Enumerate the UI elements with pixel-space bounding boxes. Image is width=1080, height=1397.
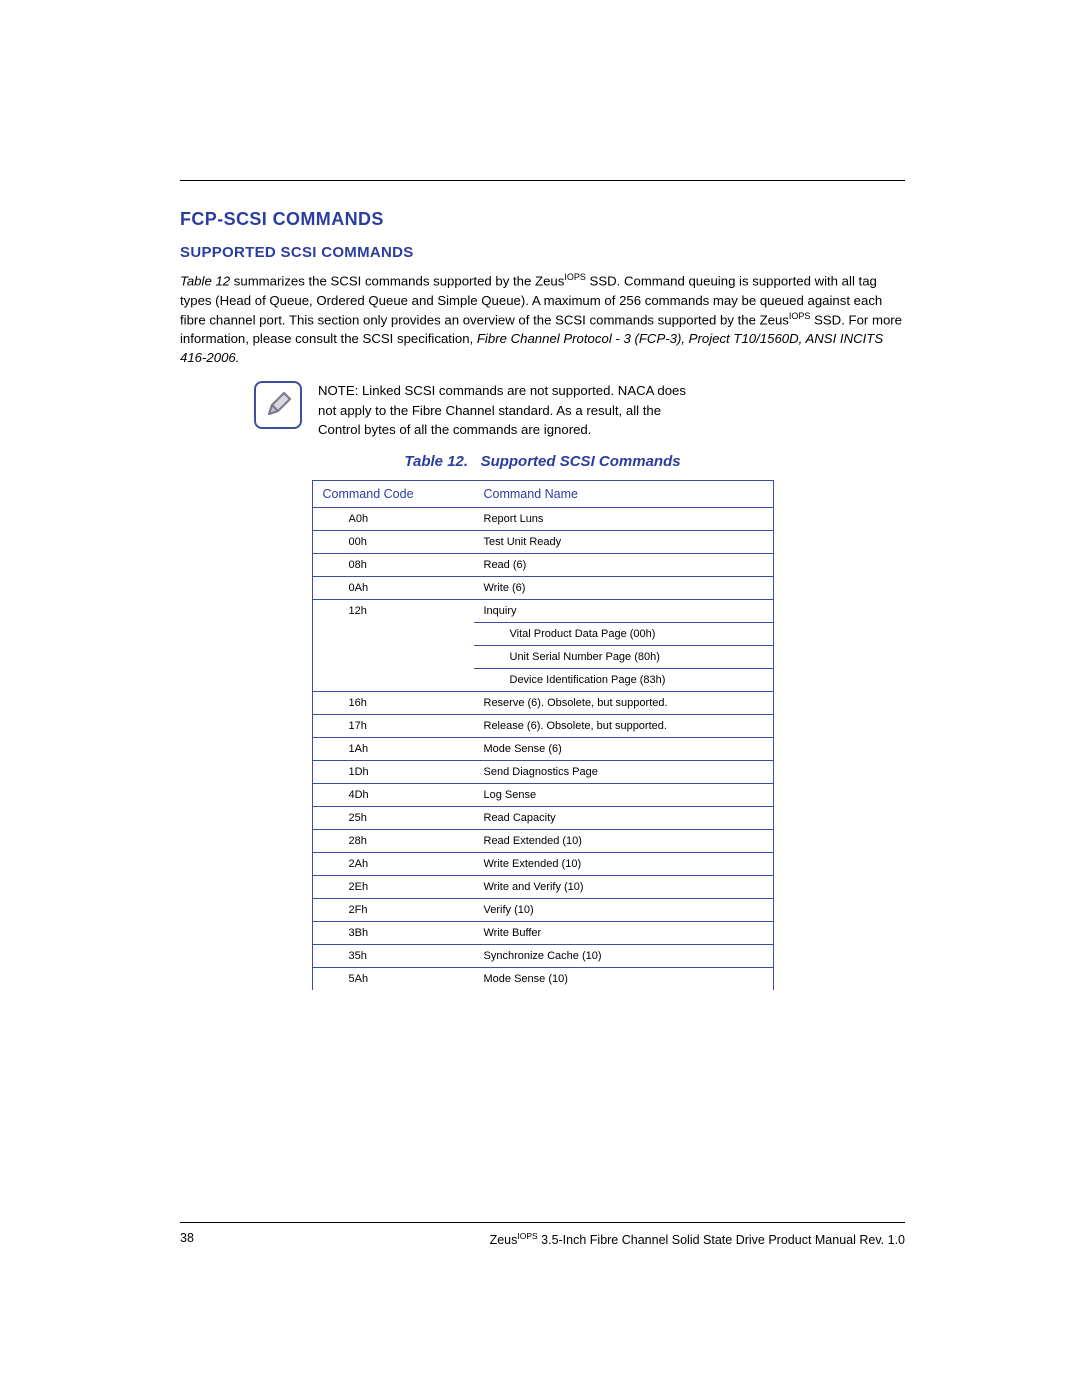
page-number: 38: [180, 1231, 194, 1247]
table-row: 08hRead (6): [312, 553, 773, 576]
cell-code: 35h: [312, 944, 474, 967]
h2-d: OMMANDS: [332, 244, 413, 261]
table-row: 17hRelease (6). Obsolete, but supported.: [312, 714, 773, 737]
table-subrow: Unit Serial Number Page (80h): [312, 645, 773, 668]
intro-b: summarizes the SCSI commands supported b…: [230, 273, 564, 288]
cell-code: 0Ah: [312, 576, 474, 599]
table-subrow: Device Identification Page (83h): [312, 668, 773, 691]
top-rule: [180, 180, 905, 181]
table-row: 2AhWrite Extended (10): [312, 852, 773, 875]
cell-name: Send Diagnostics Page: [474, 760, 774, 783]
cell-code: 2Eh: [312, 875, 474, 898]
h2-a: S: [180, 244, 190, 261]
cell-name: Mode Sense (10): [474, 967, 774, 990]
cell-name: Read Capacity: [474, 806, 774, 829]
cell-name: Release (6). Obsolete, but supported.: [474, 714, 774, 737]
cell-name: Test Unit Ready: [474, 530, 774, 553]
table-row: 00hTest Unit Ready: [312, 530, 773, 553]
heading-supported-scsi: SUPPORTED SCSI COMMANDS: [180, 244, 905, 261]
cell-name: Reserve (6). Obsolete, but supported.: [474, 691, 774, 714]
table-header-row: Command Code Command Name: [312, 480, 773, 507]
note-label: NOTE: [318, 383, 355, 398]
table-row: 5AhMode Sense (10): [312, 967, 773, 990]
cell-name: Write Extended (10): [474, 852, 774, 875]
pencil-note-icon: [254, 381, 302, 429]
cell-subname: Device Identification Page (83h): [474, 668, 774, 691]
cell-name: Write (6): [474, 576, 774, 599]
cell-code: 12h: [312, 599, 474, 622]
footer-b: 3.5-Inch Fibre Channel Solid State Drive…: [538, 1233, 905, 1247]
heading-fcp-scsi: FCP-SCSI COMMANDS: [180, 209, 905, 230]
cell-code: 4Dh: [312, 783, 474, 806]
cell-name: Read Extended (10): [474, 829, 774, 852]
table-row: 2EhWrite and Verify (10): [312, 875, 773, 898]
table-row: 16hReserve (6). Obsolete, but supported.: [312, 691, 773, 714]
caption-title: Supported SCSI Commands: [481, 453, 681, 470]
cell-code: 17h: [312, 714, 474, 737]
table-row: 1DhSend Diagnostics Page: [312, 760, 773, 783]
cell-code-empty: [312, 645, 474, 668]
cell-code: 1Dh: [312, 760, 474, 783]
intro-ref: Table 12: [180, 273, 230, 288]
cell-code: 25h: [312, 806, 474, 829]
table-row: 0AhWrite (6): [312, 576, 773, 599]
footer-doc-title: ZeusIOPS 3.5-Inch Fibre Channel Solid St…: [490, 1231, 905, 1247]
cell-subname: Unit Serial Number Page (80h): [474, 645, 774, 668]
table-row: 12hInquiry: [312, 599, 773, 622]
h1-text-b: OMMANDS: [286, 209, 384, 229]
note-body: : Linked SCSI commands are not supported…: [318, 383, 686, 436]
cell-code-empty: [312, 622, 474, 645]
intro-sup2: IOPS: [789, 311, 811, 321]
h2-b: UPPORTED: [190, 244, 276, 261]
cell-name: Read (6): [474, 553, 774, 576]
cell-name: Synchronize Cache (10): [474, 944, 774, 967]
cell-code: 2Fh: [312, 898, 474, 921]
cell-name: Report Luns: [474, 507, 774, 530]
cell-code: 08h: [312, 553, 474, 576]
cell-code: 2Ah: [312, 852, 474, 875]
cell-subname: Vital Product Data Page (00h): [474, 622, 774, 645]
col-header-code: Command Code: [312, 480, 474, 507]
cell-code: A0h: [312, 507, 474, 530]
table-row: 4DhLog Sense: [312, 783, 773, 806]
cell-code: 00h: [312, 530, 474, 553]
table-subrow: Vital Product Data Page (00h): [312, 622, 773, 645]
cell-name: Mode Sense (6): [474, 737, 774, 760]
cell-code: 1Ah: [312, 737, 474, 760]
cell-name: Inquiry: [474, 599, 774, 622]
h2-c: SCSI C: [276, 244, 332, 261]
cell-code: 28h: [312, 829, 474, 852]
cell-code: 3Bh: [312, 921, 474, 944]
page-footer: 38 ZeusIOPS 3.5-Inch Fibre Channel Solid…: [180, 1222, 905, 1247]
h1-text-a: FCP-SCSI C: [180, 209, 286, 229]
footer-a: Zeus: [490, 1233, 518, 1247]
cell-code-empty: [312, 668, 474, 691]
intro-paragraph: Table 12 summarizes the SCSI commands su…: [180, 271, 905, 367]
cell-name: Write Buffer: [474, 921, 774, 944]
scsi-commands-table: Command Code Command Name A0hReport Luns…: [312, 480, 774, 990]
caption-label: Table 12.: [404, 453, 468, 470]
table-row: 3BhWrite Buffer: [312, 921, 773, 944]
document-page: FCP-SCSI COMMANDS SUPPORTED SCSI COMMAND…: [0, 0, 1080, 990]
cell-code: 16h: [312, 691, 474, 714]
cell-name: Log Sense: [474, 783, 774, 806]
cell-name: Write and Verify (10): [474, 875, 774, 898]
table-row: 28hRead Extended (10): [312, 829, 773, 852]
table-row: 2FhVerify (10): [312, 898, 773, 921]
table-caption: Table 12. Supported SCSI Commands: [180, 453, 905, 470]
table-row: 35hSynchronize Cache (10): [312, 944, 773, 967]
note-text: NOTE: Linked SCSI commands are not suppo…: [318, 381, 688, 438]
table-row: A0hReport Luns: [312, 507, 773, 530]
note-block: NOTE: Linked SCSI commands are not suppo…: [254, 381, 905, 438]
cell-code: 5Ah: [312, 967, 474, 990]
cell-name: Verify (10): [474, 898, 774, 921]
col-header-name: Command Name: [474, 480, 774, 507]
table-row: 1AhMode Sense (6): [312, 737, 773, 760]
intro-sup1: IOPS: [564, 272, 586, 282]
footer-sup: IOPS: [517, 1231, 537, 1241]
table-row: 25hRead Capacity: [312, 806, 773, 829]
